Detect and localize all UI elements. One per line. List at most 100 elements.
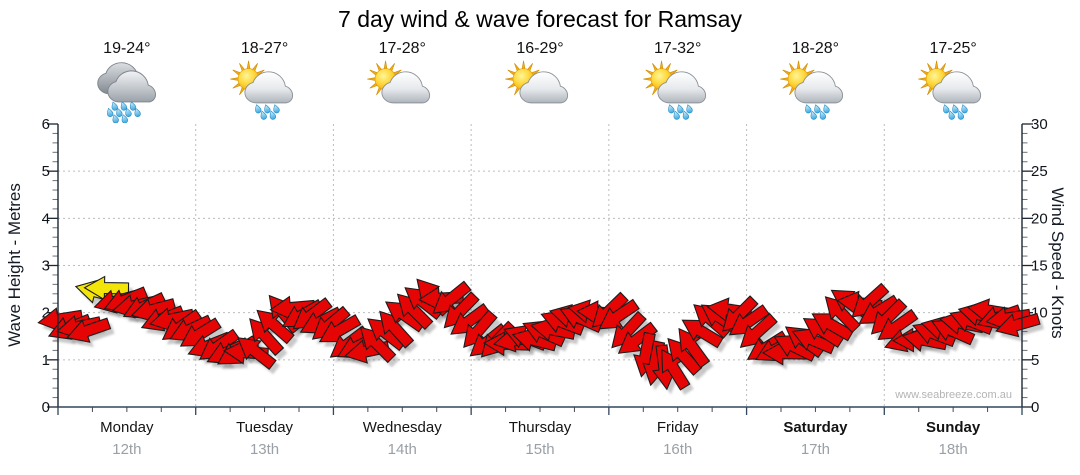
date-label: 17th bbox=[800, 441, 831, 458]
date-label: 13th bbox=[249, 441, 280, 458]
weather-icon-sun-cloud bbox=[367, 60, 431, 104]
raindrop bbox=[112, 114, 119, 123]
wind-arrow bbox=[739, 312, 778, 348]
axis-tick-label: 2 bbox=[42, 305, 50, 322]
raindrop bbox=[121, 114, 128, 123]
day-column-friday: 17-32° bbox=[618, 40, 738, 123]
day-column-wednesday: 17-28° bbox=[342, 40, 462, 123]
axis-tick-label: 5 bbox=[1031, 352, 1039, 369]
axis-tick-label: 20 bbox=[1031, 210, 1048, 227]
cloud bbox=[381, 71, 431, 104]
day-temp: 17-25° bbox=[929, 40, 977, 57]
day-column-monday: 19-24° bbox=[67, 40, 187, 123]
raindrop bbox=[120, 101, 127, 111]
axis-tick-label: 4 bbox=[42, 210, 50, 227]
wind-arrow bbox=[236, 337, 277, 370]
chart-title: 7 day wind & wave forecast for Ramsay bbox=[338, 6, 742, 32]
date-label: 18th bbox=[938, 441, 968, 458]
raindrop bbox=[125, 107, 132, 117]
cloud bbox=[657, 71, 706, 104]
wind-arrow bbox=[617, 321, 658, 354]
axis-tick-label: 5 bbox=[42, 163, 50, 180]
raindrop bbox=[106, 107, 114, 117]
weather-icon-rain bbox=[97, 62, 156, 123]
raindrop bbox=[263, 104, 271, 114]
wind-arrow bbox=[379, 310, 415, 349]
watermark: www.seabreeze.com.au bbox=[895, 389, 1012, 401]
raindrop bbox=[943, 104, 950, 114]
raindrop bbox=[129, 101, 137, 111]
day-label: Saturday bbox=[783, 419, 848, 436]
day-column-saturday: 18-28° bbox=[755, 40, 875, 123]
date-label: 14th bbox=[387, 441, 417, 458]
day-axis-label-monday: Monday 12th bbox=[62, 419, 192, 458]
wind-arrow bbox=[83, 275, 130, 301]
day-axis-label-friday: Friday 16th bbox=[613, 419, 743, 458]
raindrop bbox=[814, 104, 821, 114]
cloud bbox=[932, 71, 982, 104]
raindrop bbox=[952, 104, 959, 114]
axis-tick-label: 15 bbox=[1031, 258, 1048, 275]
weather-icon-sun-shower bbox=[780, 60, 844, 120]
date-label: 12th bbox=[112, 441, 142, 458]
axis-tick-label: 1 bbox=[42, 352, 50, 369]
day-axis-label-wednesday: Wednesday 14th bbox=[337, 419, 467, 458]
raindrop bbox=[682, 110, 689, 120]
day-label: Friday bbox=[656, 419, 699, 436]
day-label: Tuesday bbox=[236, 419, 294, 436]
raindrop bbox=[948, 110, 955, 120]
raindrop bbox=[273, 104, 280, 114]
wind-arrow bbox=[66, 317, 112, 343]
cloud bbox=[794, 71, 844, 104]
day-axis-label-saturday: Saturday 17th bbox=[750, 419, 880, 458]
raindrop bbox=[957, 110, 965, 120]
raindrop bbox=[667, 104, 675, 114]
day-axis-label-tuesday: Tuesday 13th bbox=[200, 419, 330, 458]
day-axis-label-thursday: Thursday 15th bbox=[475, 419, 605, 458]
raindrop bbox=[823, 104, 831, 114]
day-temp: 18-28° bbox=[791, 40, 840, 57]
cloud bbox=[519, 71, 569, 104]
wind-arrow bbox=[359, 326, 397, 364]
date-label: 16th bbox=[663, 441, 693, 458]
date-label: 15th bbox=[525, 441, 555, 458]
raindrop bbox=[805, 104, 812, 114]
raindrop bbox=[686, 104, 693, 114]
axis-tick-label: 30 bbox=[1031, 116, 1048, 133]
weather-icon-sun-shower bbox=[229, 60, 293, 120]
wind-arrow bbox=[463, 309, 498, 349]
weather-icon-sun-shower bbox=[642, 60, 706, 120]
cloud-front bbox=[107, 70, 156, 103]
day-label: Thursday bbox=[508, 419, 572, 436]
raindrop bbox=[961, 104, 968, 114]
axis-tick-label: 0 bbox=[42, 399, 50, 416]
wind-arrow bbox=[995, 312, 1041, 338]
day-column-tuesday: 18-27° bbox=[205, 40, 325, 123]
day-label: Wednesday bbox=[362, 419, 442, 436]
day-temp: 16-29° bbox=[516, 40, 564, 57]
day-label: Sunday bbox=[926, 419, 981, 436]
cloud bbox=[243, 71, 293, 104]
wind-arrows bbox=[37, 275, 1041, 391]
raindrop bbox=[820, 110, 827, 120]
raindrop bbox=[260, 110, 267, 120]
day-column-sunday: 17-25° bbox=[893, 40, 1013, 123]
day-axis-label-sunday: Sunday 18th bbox=[888, 419, 1018, 458]
wind-arrow bbox=[598, 298, 640, 330]
axis-tick-label: 6 bbox=[42, 116, 50, 133]
raindrop bbox=[676, 104, 684, 114]
raindrop bbox=[134, 107, 141, 117]
axis-tick-label: 25 bbox=[1031, 163, 1048, 180]
axis-tick-label: 3 bbox=[42, 258, 50, 275]
weather-icon-sun-shower bbox=[918, 60, 982, 120]
wind-arrow bbox=[256, 309, 295, 345]
wind-arrow bbox=[681, 319, 724, 349]
raindrop bbox=[811, 110, 818, 120]
wind-arrow bbox=[432, 280, 472, 315]
weather-icon-sun-cloud bbox=[505, 60, 569, 104]
axis-tick-label: 0 bbox=[1031, 399, 1039, 416]
raindrop bbox=[116, 107, 123, 117]
raindrop bbox=[673, 110, 680, 120]
